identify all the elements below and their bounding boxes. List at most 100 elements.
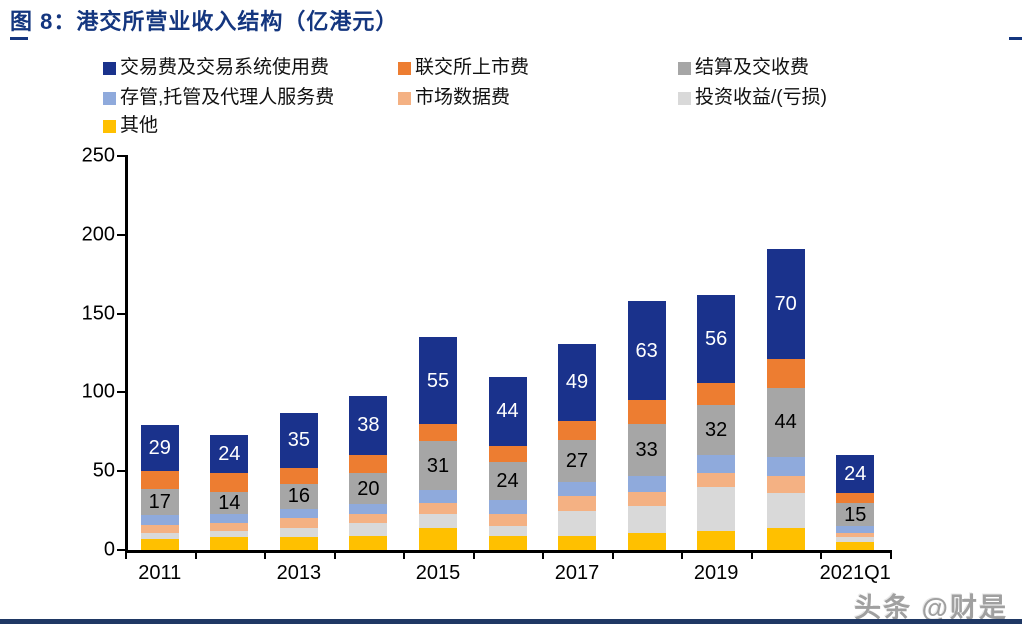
bar-segment-2020-tan	[766, 475, 805, 494]
bar-segment-2020-lightgray	[766, 493, 805, 528]
x-axis-tick	[403, 550, 406, 559]
bar-segment-2014-gray	[349, 472, 388, 505]
bar-segment-2015-tan	[418, 502, 457, 514]
legend-swatch-icon-yellow	[103, 119, 116, 133]
x-axis-line	[125, 550, 892, 553]
bar-segment-2021Q1-navy	[836, 455, 875, 494]
bar-segment-2019-navy	[697, 294, 736, 383]
x-axis-tick	[125, 550, 127, 559]
bar-segment-2011-orange	[140, 471, 179, 489]
bar-segment-2011-yellow	[140, 538, 179, 550]
bar-segment-2021Q1-gray	[836, 502, 875, 527]
bar-segment-2017-tan	[558, 496, 597, 511]
bar-segment-2018-tan	[627, 491, 666, 506]
y-axis-tick-label: 50	[92, 459, 115, 482]
title-right-rule	[1009, 37, 1022, 40]
bar-segment-2020-gray	[766, 387, 805, 458]
bar-segment-2018-yellow	[627, 532, 666, 550]
bar-segment-2018-lightgray	[627, 505, 666, 533]
x-axis-tick	[542, 550, 545, 559]
bar-segment-2014-lightblue	[349, 504, 388, 514]
x-axis-tick	[333, 550, 336, 559]
bar-segment-2016-lightblue	[488, 499, 527, 514]
x-axis-tick	[820, 550, 823, 559]
x-axis-tick	[890, 550, 892, 559]
watermark-toutiao-caishi: 头条 @财是	[854, 593, 1008, 623]
x-axis-label-2017: 2017	[554, 562, 600, 584]
y-axis-tick	[117, 312, 125, 315]
legend-label-orange: 联交所上市费	[415, 57, 530, 78]
bar-segment-2020-yellow	[766, 527, 805, 550]
y-axis-tick-label: 0	[103, 538, 115, 561]
bar-segment-2011-lightblue	[140, 515, 179, 525]
x-axis-tick	[750, 550, 753, 559]
bar-segment-2013-yellow	[279, 537, 318, 550]
x-axis-label-2015: 2015	[415, 562, 461, 584]
bar-segment-2021Q1-orange	[836, 493, 875, 503]
bar-segment-2016-yellow	[488, 535, 527, 550]
bar-segment-2018-orange	[627, 400, 666, 424]
bar-segment-2013-navy	[279, 412, 318, 469]
legend-swatch-icon-tan	[398, 91, 411, 105]
legend-label-tan: 市场数据费	[415, 87, 511, 108]
y-axis-tick-label: 150	[81, 302, 115, 325]
bar-segment-2015-lightgray	[418, 513, 457, 528]
legend-item-lightgray: 投资收益/(亏损)	[678, 87, 827, 109]
bar-segment-2011-tan	[140, 524, 179, 533]
bar-segment-2016-tan	[488, 513, 527, 527]
bar-segment-2021Q1-tan	[836, 532, 875, 538]
x-axis-label-2019: 2019	[693, 562, 739, 584]
legend-label-lightgray: 投资收益/(亏损)	[695, 87, 827, 108]
legend-swatch-icon-lightblue	[103, 91, 116, 105]
legend-swatch-icon-lightgray	[678, 91, 691, 105]
bar-segment-2014-navy	[349, 395, 388, 456]
title-underline-rule	[10, 37, 28, 40]
bar-segment-2019-tan	[697, 472, 736, 487]
y-axis-tick	[117, 233, 125, 236]
bar-segment-2016-orange	[488, 445, 527, 462]
bar-segment-2014-lightgray	[349, 523, 388, 536]
bar-segment-2014-tan	[349, 513, 388, 524]
legend-swatch-icon-gray	[678, 61, 691, 75]
y-axis-tick-label: 250	[81, 144, 115, 167]
bar-segment-2019-lightgray	[697, 486, 736, 532]
bar-segment-2017-lightblue	[558, 482, 597, 497]
bar-segment-2013-tan	[279, 518, 318, 528]
y-axis-line	[125, 155, 128, 552]
bar-segment-2018-navy	[627, 300, 666, 401]
legend-label-navy: 交易费及交易系统使用费	[120, 57, 330, 78]
x-axis-tick	[611, 550, 614, 559]
legend-swatch-icon-navy	[103, 61, 116, 75]
x-axis-tick	[264, 550, 267, 559]
bar-segment-2013-lightgray	[279, 527, 318, 538]
bar-segment-2016-navy	[488, 376, 527, 446]
bar-segment-2015-navy	[418, 337, 457, 424]
bar-segment-2019-orange	[697, 382, 736, 405]
bar-segment-2013-lightblue	[279, 509, 318, 519]
bar-segment-2012-orange	[210, 472, 249, 492]
x-axis-tick	[472, 550, 475, 559]
x-axis-tick	[681, 550, 684, 559]
figure-title: 图 8：港交所营业收入结构（亿港元）	[10, 9, 399, 34]
y-axis-tick-label: 200	[81, 223, 115, 246]
bar-segment-2015-lightblue	[418, 490, 457, 503]
bar-segment-2013-gray	[279, 483, 318, 509]
bar-segment-2018-lightblue	[627, 475, 666, 492]
y-axis-tick	[117, 470, 125, 473]
bar-segment-2016-lightgray	[488, 526, 527, 536]
legend-item-gray: 结算及交收费	[678, 57, 809, 79]
legend-item-navy: 交易费及交易系统使用费	[103, 57, 330, 79]
x-axis-label-2011: 2011	[138, 562, 182, 584]
bar-segment-2012-navy	[210, 434, 249, 473]
bar-segment-2011-lightgray	[140, 532, 179, 539]
bar-segment-2011-navy	[140, 425, 179, 472]
legend-item-tan: 市场数据费	[398, 87, 511, 109]
bar-segment-2014-yellow	[349, 535, 388, 550]
bar-segment-2019-yellow	[697, 531, 736, 550]
bar-segment-2011-gray	[140, 488, 179, 516]
bar-segment-2017-lightgray	[558, 510, 597, 536]
bar-segment-2019-lightblue	[697, 455, 736, 473]
x-axis-label-2021Q1: 2021Q1	[819, 562, 891, 584]
legend-label-lightblue: 存管,托管及代理人服务费	[120, 87, 335, 108]
